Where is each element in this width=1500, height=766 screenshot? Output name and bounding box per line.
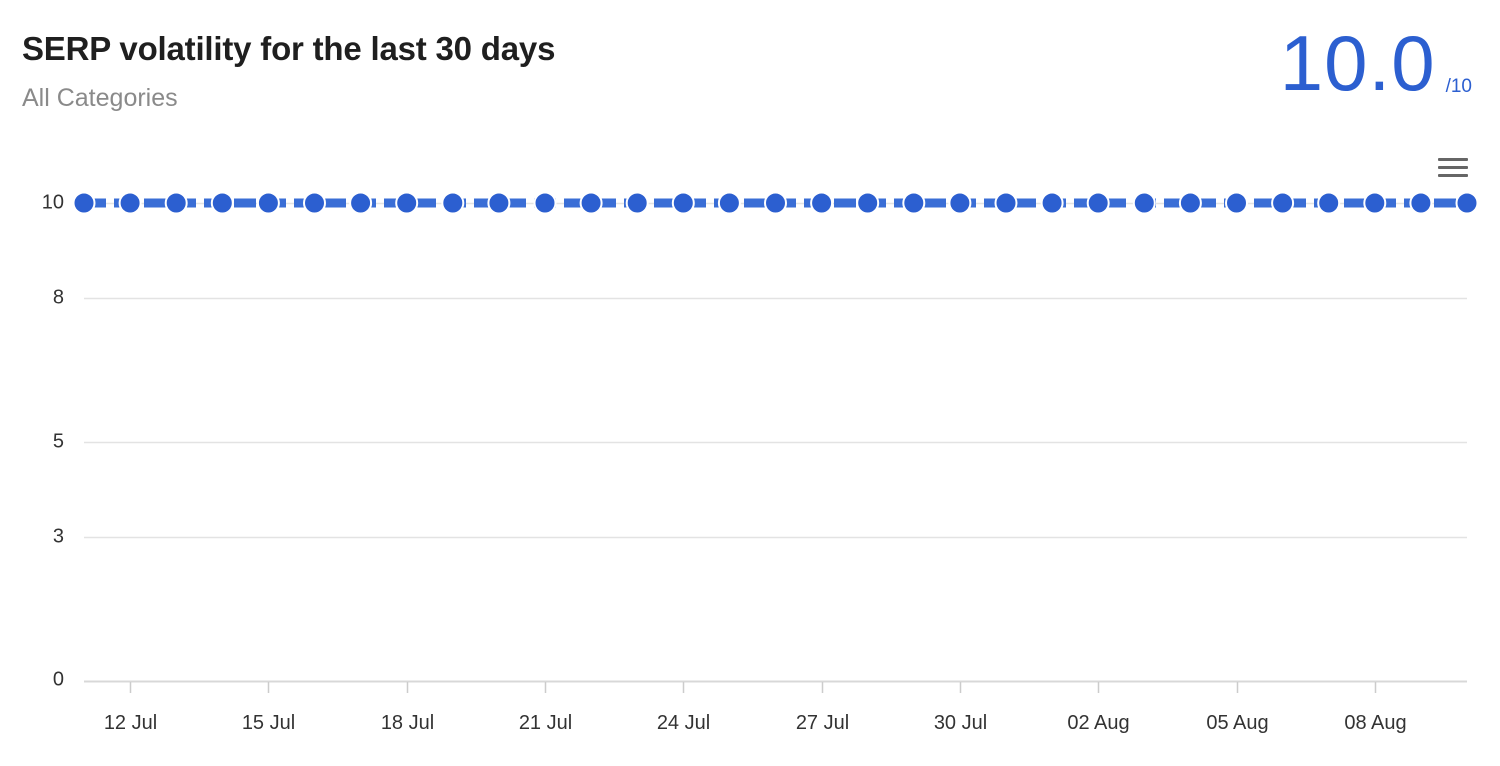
data-point [349,191,373,215]
x-tick-label: 24 Jul [657,712,710,734]
y-tick-label: 8 [53,287,64,309]
score-max: /10 [1445,76,1472,97]
data-point [948,191,972,215]
x-tick-label: 05 Aug [1206,712,1268,734]
chart-subtitle: All Categories [22,84,178,112]
data-point [533,191,557,215]
data-point [764,191,787,215]
data-point [810,191,834,215]
x-tick-label: 15 Jul [242,712,295,734]
data-point [1455,191,1479,215]
hamburger-menu-icon[interactable] [1436,154,1470,182]
y-tick-label: 0 [53,669,64,691]
data-point [1086,191,1110,215]
data-point [441,191,465,215]
data-point [1271,191,1295,215]
y-tick-label: 5 [53,431,64,453]
data-point [210,191,234,215]
x-tick-label: 08 Aug [1344,712,1406,734]
x-tick-label: 12 Jul [104,712,157,734]
data-point [856,191,880,215]
y-tick-label: 3 [53,526,64,548]
data-point [72,191,96,215]
data-point [1178,191,1202,215]
data-point [164,191,188,215]
x-tick-label: 30 Jul [934,712,987,734]
data-point [1317,191,1341,215]
y-tick-label: 10 [42,192,64,214]
data-point [579,191,603,215]
data-point [994,191,1018,215]
x-tick-label: 21 Jul [519,712,572,734]
data-point [1040,191,1064,215]
data-point [256,191,280,215]
data-point [671,191,695,215]
x-tick-label: 27 Jul [796,712,849,734]
score-value: 10.0 [1279,19,1436,107]
data-point [487,191,511,215]
chart-title: SERP volatility for the last 30 days [22,30,556,67]
volatility-score: 10.0 /10 [1280,22,1472,104]
data-point [303,191,326,215]
data-point [1132,191,1156,215]
data-point [717,191,741,215]
data-point [1363,191,1387,215]
data-point [395,191,419,215]
x-tick-label: 18 Jul [381,712,434,734]
data-point [625,191,649,215]
data-point [1225,191,1248,215]
data-point [118,191,142,215]
x-tick-label: 02 Aug [1067,712,1129,734]
data-point [902,191,926,215]
data-point [1409,191,1433,215]
